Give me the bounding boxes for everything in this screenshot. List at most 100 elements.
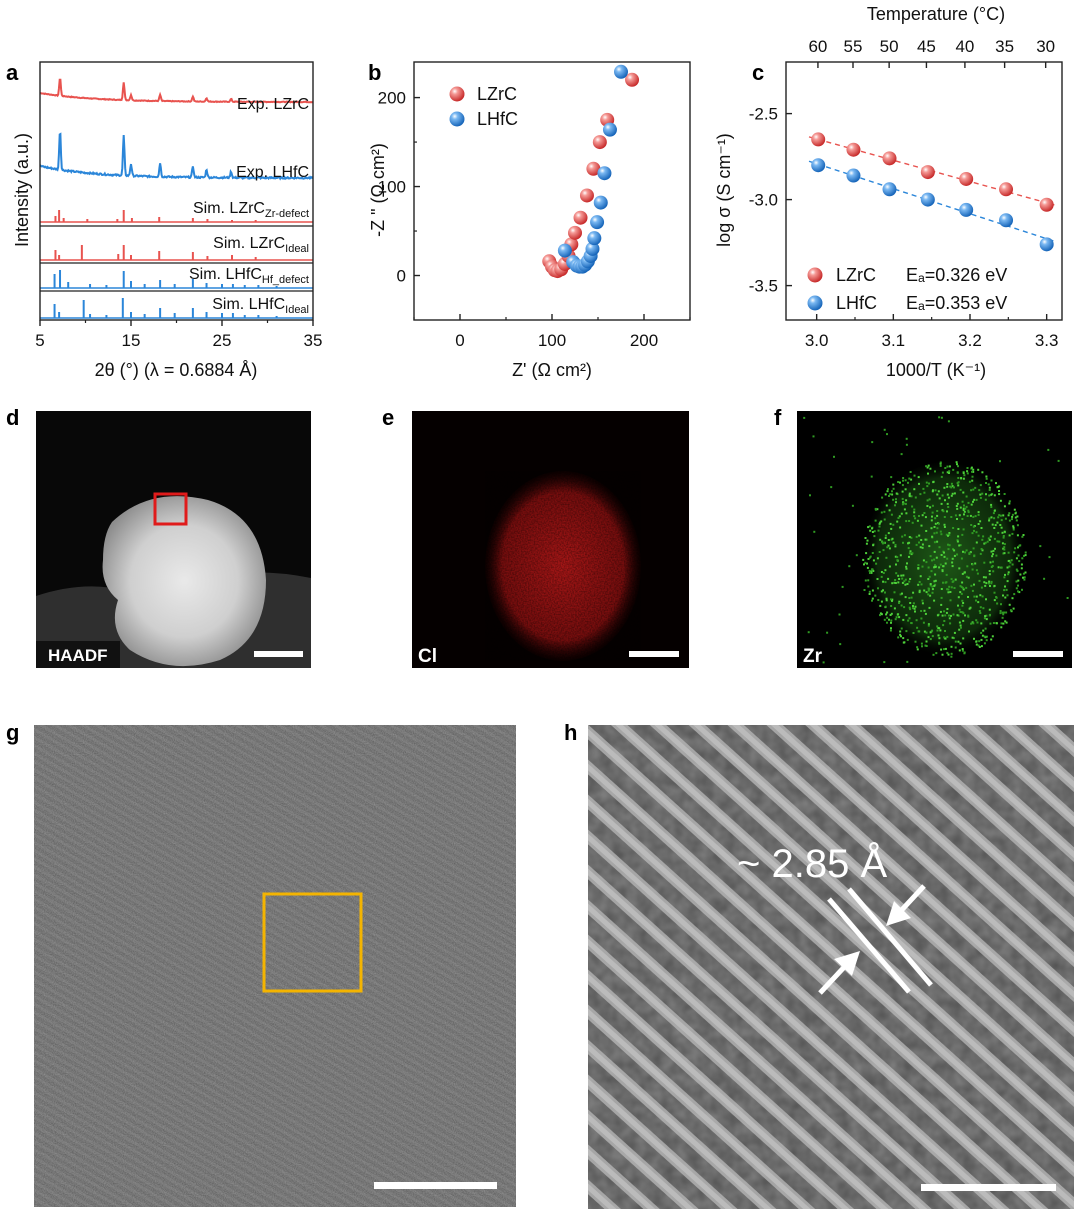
c-legend-label-lhfc: LHfC (836, 293, 877, 313)
c-point-lhfc (882, 182, 897, 197)
panel-e-cl-map: e Cl (382, 405, 689, 668)
c-legend-ea-lzrc: Eₐ=0.326 eV (906, 265, 1007, 285)
c-point-lzrc (1039, 197, 1054, 212)
b-x-axis-label: Z' (Ω cm²) (512, 360, 592, 380)
b-point-lzrc (592, 135, 607, 150)
a-curve-labels: Exp. LZrC Exp. LHfC Sim. LZrCZr-defect Sim.… (189, 96, 309, 316)
panel-d-haadf: d HAADF (6, 405, 311, 668)
c-point-lhfc (920, 192, 935, 207)
hrtem-noise (34, 725, 516, 1207)
cl-tag: Cl (418, 646, 437, 667)
b-xtick-label: 100 (538, 331, 566, 350)
c-frame (785, 61, 1063, 321)
scale-bar-f (1013, 651, 1063, 657)
a-series-sim-lzrc-zr-defect (40, 210, 313, 223)
scale-bar-d (254, 651, 303, 657)
scale-bar-h (921, 1184, 1056, 1191)
c-legend-marker-lzrc (807, 267, 823, 283)
b-point-lzrc (586, 161, 601, 176)
a-series-sim-lhfc-ideal (40, 298, 313, 319)
b-point-lhfc (585, 241, 600, 256)
panel-a-xrd: a Intensity (a.u.) 2θ (°) (λ = 0.6884 Å)… (6, 60, 322, 380)
b-point-lhfc (557, 243, 572, 258)
c-xtick-label: 3.2 (958, 331, 982, 350)
haadf-tag: HAADF (48, 646, 108, 665)
a-curve-label: Sim. LHfCIdeal (212, 296, 309, 316)
b-point-lhfc (587, 231, 602, 246)
panel-f-zr-map: f Zr (774, 405, 1072, 668)
a-y-axis-label: Intensity (a.u.) (12, 133, 32, 247)
haadf-roi-box (153, 492, 188, 526)
scale-bar-e (629, 651, 679, 657)
a-curve-label: Exp. LZrC (237, 96, 309, 113)
panel-letter-c: c (752, 60, 764, 85)
c-top-axis-label: Temperature (°C) (867, 4, 1005, 24)
c-point-lhfc (959, 202, 974, 217)
b-point-lzrc (625, 72, 640, 87)
c-point-lzrc (811, 132, 826, 147)
c-ytick-label: -2.5 (749, 105, 778, 124)
a-xtick-label: 5 (35, 331, 44, 350)
lattice-noise (588, 725, 1074, 1209)
c-point-lhfc (1039, 237, 1054, 252)
panel-letter-g: g (6, 720, 19, 745)
cl-signal-speckle (485, 471, 641, 661)
b-point-lhfc (590, 215, 605, 230)
c-point-lhfc (811, 158, 826, 173)
a-x-axis-label: 2θ (°) (λ = 0.6884 Å) (95, 360, 258, 380)
c-ytick-label: -3.0 (749, 191, 778, 210)
a-series-exp-lhfc (40, 132, 313, 181)
c-xtick-label: 3.1 (882, 331, 906, 350)
c-y-axis-label: log σ (S cm⁻¹) (714, 133, 734, 247)
c-legend-marker-lhfc (807, 295, 823, 311)
panel-letter-h: h (564, 720, 577, 745)
b-legend-marker-lzrc (449, 86, 465, 102)
a-plot-area (40, 78, 313, 319)
c-point-lhfc (846, 168, 861, 183)
b-point-lhfc (602, 122, 617, 137)
c-legend-label-lzrc: LZrC (836, 265, 876, 285)
b-point-lhfc (614, 64, 628, 79)
b-legend-label-lzrc: LZrC (477, 84, 517, 104)
b-legend: LZrC LHfC (449, 84, 518, 129)
fringe-line-1 (827, 897, 911, 994)
panel-letter-e: e (382, 405, 394, 430)
zr-signal-dots (803, 416, 1069, 664)
scale-bar-g (374, 1182, 497, 1189)
a-xtick-label: 25 (213, 331, 232, 350)
b-ytick-label: 200 (378, 89, 406, 108)
panel-letter-f: f (774, 405, 782, 430)
c-top-tick-label: 35 (995, 37, 1014, 56)
panel-c-arrhenius: c log σ (S cm⁻¹) 1000/T (K⁻¹) Temperatur… (714, 4, 1063, 380)
b-ytick-label: 0 (397, 267, 406, 286)
arrow-right-icon (886, 884, 926, 926)
b-xtick-label: 0 (455, 331, 464, 350)
panel-h-lattice-zoom: h ~ 2.85 Å (564, 720, 1074, 1209)
b-point-lhfc (597, 166, 612, 181)
b-y-axis-label: -Z " (Ω cm²) (368, 143, 388, 237)
c-point-lzrc (920, 165, 935, 180)
b-legend-marker-lhfc (449, 111, 465, 127)
arrow-left-icon (818, 951, 860, 995)
c-top-tick-label: 60 (808, 37, 827, 56)
a-axes: 5 15 25 35 (35, 61, 323, 350)
b-axes: 0 100 200 0 100 200 (378, 61, 691, 350)
c-top-tick-label: 40 (955, 37, 974, 56)
b-point-lzrc (579, 188, 594, 203)
panel-b-nyquist: b -Z " (Ω cm²) Z' (Ω cm²) 0 100 200 0 100 200… (368, 60, 691, 380)
a-xtick-label: 15 (122, 331, 141, 350)
a-series-sim-lhfc-hf-defect (40, 270, 313, 289)
panel-letter-d: d (6, 405, 19, 430)
zr-tag: Zr (803, 646, 823, 667)
a-xtick-label: 35 (304, 331, 323, 350)
a-series-exp-lzrc (40, 78, 313, 104)
a-curve-label: Sim. LZrCIdeal (213, 235, 309, 255)
a-series-sim-lzrc-ideal (40, 245, 313, 261)
b-point-lhfc (593, 195, 608, 210)
b-legend-label-lhfc: LHfC (477, 109, 518, 129)
haadf-particle (102, 496, 266, 667)
c-plot-area (808, 132, 1055, 252)
c-axes: 3.0 3.1 3.2 3.3 -2.5 -3.0 -3.5 60 55 50 45 40 35 30 (749, 37, 1063, 350)
fringe-line-2 (847, 887, 933, 987)
